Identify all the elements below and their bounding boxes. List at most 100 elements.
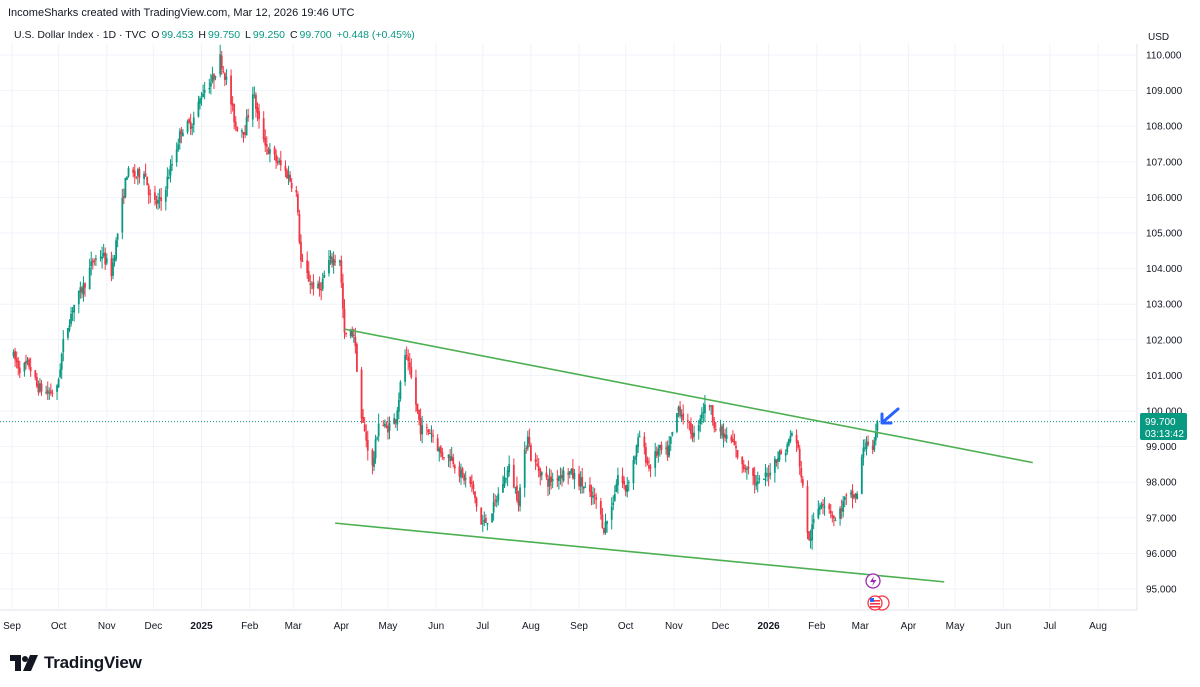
- price-tick-label: 98.000: [1146, 478, 1177, 489]
- chart-grid: [0, 44, 1138, 611]
- candle-body: [789, 436, 792, 442]
- lower-trendline[interactable]: [335, 522, 945, 583]
- candle-body: [230, 75, 232, 105]
- candle-body: [773, 458, 776, 473]
- candle-body: [236, 127, 239, 132]
- candle-body: [595, 497, 598, 500]
- candle-body: [321, 278, 324, 289]
- price-tick-label: 97.000: [1146, 513, 1177, 524]
- candle-body: [530, 445, 532, 462]
- candle-body: [377, 423, 380, 437]
- price-axis[interactable]: USD 95.000 96.000 97.000 98.000 99.000 100.00…: [1146, 32, 1183, 596]
- candle-body: [589, 484, 591, 492]
- candle-body: [46, 390, 49, 394]
- candle-body: [567, 472, 570, 475]
- candle-body: [35, 377, 38, 386]
- symbol-name[interactable]: U.S. Dollar Index · 1D · TVC: [14, 29, 147, 41]
- candle-body: [182, 132, 184, 137]
- candle-body: [582, 486, 585, 489]
- candle-body: [853, 495, 855, 498]
- candle-body: [331, 257, 333, 264]
- candle-body: [203, 89, 206, 93]
- annotation-arrow[interactable]: [880, 407, 900, 425]
- symbol-legend[interactable]: U.S. Dollar Index · 1D · TVC O 99.453 H 99…: [14, 29, 415, 41]
- time-axis[interactable]: Sep Oct Nov Dec 2025 Feb Mar Apr May Jun Jul Aug Sep…: [3, 621, 1107, 632]
- candle-body: [342, 282, 344, 309]
- candle-body: [777, 458, 779, 462]
- candle-body: [873, 440, 876, 451]
- candle-body: [415, 377, 417, 405]
- chart-attribution: IncomeSharks created with TradingView.co…: [8, 7, 355, 19]
- price-tick-label: 101.000: [1146, 371, 1183, 382]
- time-tick-label: Oct: [618, 621, 634, 632]
- candle-body: [144, 173, 147, 177]
- candle-body: [199, 98, 201, 104]
- time-tick-label: May: [946, 621, 965, 632]
- candle-body: [778, 451, 781, 461]
- candle-body: [469, 476, 472, 484]
- candle-body: [112, 262, 114, 276]
- candle-body: [15, 358, 18, 363]
- candle-body: [189, 121, 192, 130]
- candle-body: [655, 451, 658, 456]
- candle-body: [699, 418, 702, 425]
- event-markers[interactable]: [865, 573, 890, 611]
- candle-body: [686, 419, 689, 421]
- candle-body: [472, 484, 475, 490]
- time-tick-label: Aug: [1089, 621, 1107, 632]
- candle-body: [211, 75, 214, 82]
- candle-body: [345, 332, 347, 335]
- candle-body: [418, 409, 420, 420]
- candle-body: [91, 260, 94, 263]
- candle-body: [332, 259, 335, 266]
- candle-body: [517, 499, 520, 506]
- candle-body: [88, 267, 91, 290]
- candle-body: [115, 240, 117, 260]
- candle-body: [798, 448, 801, 467]
- upper-trendline[interactable]: [344, 328, 1033, 464]
- candle-body: [180, 130, 183, 135]
- trendlines[interactable]: [335, 328, 1033, 583]
- candle-body: [290, 182, 293, 189]
- candle-body: [213, 74, 215, 80]
- candle-body: [320, 289, 323, 291]
- candle-body: [356, 344, 358, 372]
- candle-body: [439, 446, 442, 454]
- candle-body: [312, 282, 315, 289]
- candle-body: [307, 271, 310, 282]
- candle-body: [697, 425, 700, 431]
- candle-body: [366, 439, 369, 451]
- candle-body: [101, 256, 104, 259]
- candle-body: [528, 437, 531, 444]
- candle-body: [14, 351, 17, 360]
- candle-body: [822, 503, 824, 506]
- open-value: 99.453: [161, 29, 194, 41]
- candle-body: [812, 519, 815, 523]
- candle-body: [171, 163, 173, 166]
- candle-body: [860, 457, 863, 494]
- candle-body: [147, 185, 150, 195]
- candle-body: [823, 506, 826, 508]
- candle-body: [753, 474, 756, 485]
- candle-body: [758, 478, 761, 480]
- candle-body: [557, 476, 560, 482]
- candle-body: [155, 200, 158, 204]
- candle-body: [763, 478, 765, 480]
- candle-body: [338, 260, 341, 263]
- candle-body: [26, 360, 29, 362]
- candle-body: [287, 174, 290, 179]
- candle-body: [516, 485, 518, 501]
- candle-body: [447, 454, 450, 458]
- candle-body: [458, 466, 461, 477]
- candle-body: [714, 429, 717, 431]
- tradingview-logo[interactable]: TradingView: [10, 653, 142, 673]
- candle-body: [519, 487, 521, 507]
- candle-body: [624, 485, 627, 492]
- candle-body: [146, 176, 149, 186]
- candle-body: [25, 361, 27, 364]
- close-value: 99.700: [299, 29, 332, 41]
- candle-body: [719, 427, 722, 432]
- candle-body: [438, 448, 441, 452]
- tradingview-logo-icon: [10, 655, 38, 671]
